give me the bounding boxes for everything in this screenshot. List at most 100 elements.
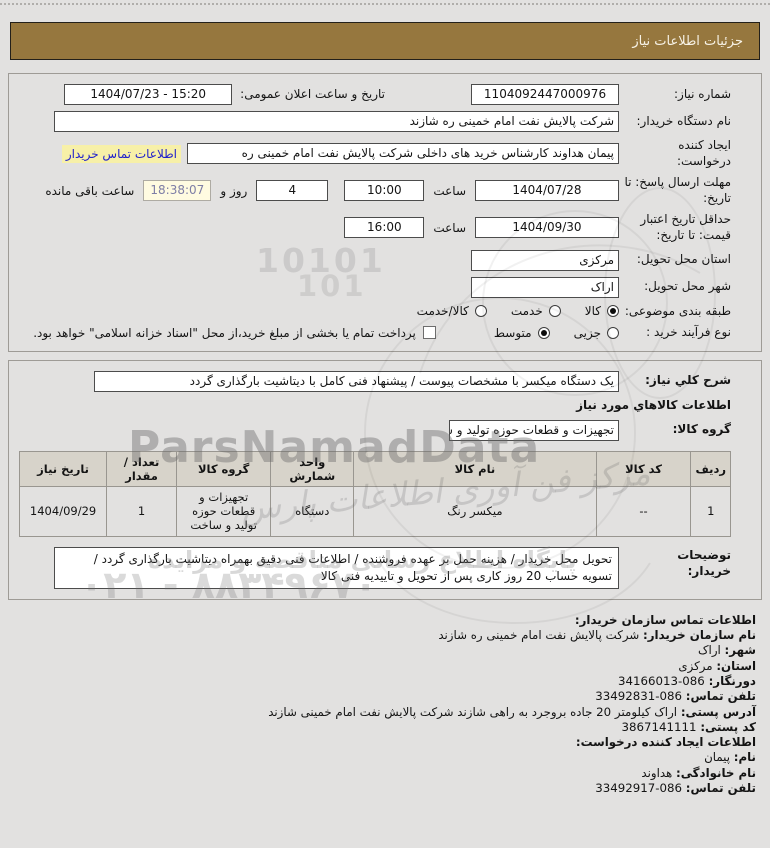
org-postal-value: 3867141111 (621, 719, 697, 734)
need-details-page: { "header": { "title": "جزئیات اطلاعات ن… (0, 3, 770, 848)
cell-unit: دستگاه (270, 485, 355, 537)
creator-lastname-value: هداوند (641, 765, 673, 780)
announcement-label: تاریخ و ساعت اعلان عمومی: (240, 86, 385, 101)
org-province-label: استان: (716, 658, 756, 673)
org-city-line: شهر: اراک (14, 643, 756, 658)
page-title: جزئیات اطلاعات نیاز (10, 22, 760, 60)
city-label: شهر محل تحویل: (644, 279, 731, 294)
deadline-label: مهلت ارسال پاسخ: تا تاریخ: (624, 175, 731, 205)
validity-date-input[interactable]: 1404/09/30 (475, 217, 619, 239)
org-province-value: مرکزی (678, 658, 713, 673)
classification-option-goods-service[interactable]: کالا/خدمت (417, 304, 487, 318)
need-number-row: شماره نیاز: 1104092447000976 تاریخ و ساع… (19, 84, 731, 105)
days-and-label: روز و (220, 183, 248, 198)
col-unit: واحد شمارش (270, 450, 355, 487)
top-dotted-divider (0, 3, 770, 5)
org-name-value: شرکت پالایش نفت امام خمینی ره شازند (438, 628, 640, 643)
org-name-label: نام سازمان خریدار: (643, 628, 756, 643)
creator-phone-value: 33492917-086 (595, 781, 683, 796)
price-validity-row: حداقل تاریخ اعتبار قیمت: تا تاریخ: 1404/… (19, 212, 731, 243)
need-description-label: شرح کلي نیاز: (645, 373, 731, 388)
col-quantity: تعداد / مقدار (106, 450, 177, 487)
creator-lastname-label: نام خانوادگی: (676, 765, 756, 780)
org-city-label: شهر: (724, 643, 756, 658)
radio-goods-label: کالا (584, 304, 601, 319)
deadline-time-input[interactable]: 10:00 (344, 180, 425, 202)
classification-option-service[interactable]: خدمت (511, 304, 561, 318)
cell-quantity: 1 (106, 485, 177, 537)
goods-table: ردیف کد کالا نام کالا واحد شمارش گروه کا… (18, 450, 731, 537)
creator-phone-line: تلفن تماس: 33492917-086 (14, 781, 756, 796)
classification-option-goods[interactable]: کالا (585, 304, 619, 318)
radio-medium-icon[interactable] (537, 326, 550, 339)
buyer-notes-row: توضیحات خریدار: تحویل محل خریدار / هزینه… (19, 546, 731, 589)
deadline-row: مهلت ارسال پاسخ: تا تاریخ: 1404/07/28 سا… (19, 175, 731, 206)
radio-service-icon[interactable] (548, 305, 561, 318)
radio-medium-label: متوسط (493, 325, 532, 340)
need-summary-panel: شماره نیاز: 1104092447000976 تاریخ و ساع… (8, 73, 762, 352)
creator-input[interactable]: پیمان هداوند کارشناس خرید های داخلی شرکت… (187, 143, 619, 165)
province-label: استان محل تحویل: (636, 252, 731, 267)
radio-minor-label: جزیی (573, 325, 601, 340)
radio-minor-icon[interactable] (607, 326, 619, 339)
cell-group: تجهیزات و قطعات حوزه تولید و ساخت (175, 485, 272, 537)
city-input[interactable]: اراک (471, 276, 619, 298)
org-address-label: آدرس پستی: (680, 704, 756, 719)
radio-goods-service-icon[interactable] (474, 305, 487, 318)
radio-service-label: خدمت (510, 304, 543, 319)
cell-item-code: -- (595, 485, 692, 537)
col-need-date: تاریخ نیاز (18, 450, 108, 487)
remaining-days-box: 4 (256, 180, 329, 202)
creator-firstname-line: نام: پیمان (14, 750, 756, 765)
goods-group-input[interactable]: تجهیزات و قطعات حوزه تولید و ساخت (449, 419, 619, 441)
col-group: گروه کالا (175, 450, 272, 487)
treasury-checkbox[interactable] (422, 326, 436, 340)
treasury-checkbox-label: پرداخت تمام یا بخشی از مبلغ خرید،از محل … (33, 325, 416, 340)
process-option-medium[interactable]: متوسط (494, 326, 550, 340)
creator-firstname-value: پیمان (704, 750, 731, 765)
org-postal-label: کد پستی: (700, 719, 756, 734)
org-phone-line: تلفن تماس: 33492831-086 (14, 689, 756, 704)
goods-table-header-row: ردیف کد کالا نام کالا واحد شمارش گروه کا… (18, 450, 731, 487)
validity-label: حداقل تاریخ اعتبار قیمت: تا تاریخ: (640, 212, 731, 242)
validity-time-input[interactable]: 16:00 (344, 217, 425, 239)
org-contact-title: اطلاعات تماس سازمان خریدار: (574, 612, 756, 627)
announcement-input[interactable]: 1404/07/23 - 15:20 (64, 84, 233, 105)
org-city-value: اراک (697, 643, 721, 658)
process-type-label: نوع فرآیند خرید : (646, 325, 731, 340)
province-input[interactable]: مرکزی (471, 249, 619, 271)
col-row-number: ردیف (690, 450, 731, 487)
need-number-input[interactable]: 1104092447000976 (471, 84, 619, 105)
buyer-contact-link[interactable]: اطلاعات تماس خریدار (61, 144, 181, 163)
buyer-notes-input[interactable]: تحویل محل خریدار / هزینه حمل بر عهده فرو… (54, 546, 619, 589)
creator-phone-label: تلفن تماس: (685, 781, 756, 796)
need-description-input[interactable]: یک دستگاه میکسر با مشخصات پیوست / پیشنها… (94, 370, 619, 392)
cell-item-name: میکسر رنگ (353, 485, 597, 537)
goods-group-row: گروه کالا: تجهیزات و قطعات حوزه تولید و … (19, 419, 731, 441)
goods-info-title: اطلاعات کالاهاي مورد نیاز (576, 397, 731, 412)
buyer-org-row: نام دستگاه خریدار: شرکت پالایش نفت امام … (19, 111, 731, 132)
process-type-row: نوع فرآیند خرید : جزیی متوسط پرداخت تمام… (19, 325, 731, 341)
process-option-minor[interactable]: جزیی (574, 326, 619, 340)
goods-table-row: 1 -- میکسر رنگ دستگاه تجهیزات و قطعات حو… (18, 485, 731, 537)
city-row: شهر محل تحویل: اراک (19, 276, 731, 298)
deadline-hour-label: ساعت (433, 183, 466, 198)
classification-row: طبقه بندی موضوعی: کالا خدمت کالا/خدمت (19, 304, 731, 320)
org-fax-label: دورنگار: (708, 673, 756, 688)
col-item-name: نام کالا (353, 450, 597, 487)
buyer-notes-label: توضیحات خریدار: (677, 547, 731, 578)
org-fax-value: 34166013-086 (618, 673, 705, 688)
org-address-value: اراک کیلومتر 20 جاده بروجرد به راهی شازن… (268, 704, 678, 719)
creator-firstname-label: نام: (733, 750, 756, 765)
buyer-org-input[interactable]: شرکت پالایش نفت امام خمینی ره شازند (54, 111, 619, 132)
treasury-payment-option[interactable]: پرداخت تمام یا بخشی از مبلغ خرید،از محل … (33, 326, 436, 340)
radio-goods-service-label: کالا/خدمت (416, 304, 469, 319)
cell-row-number: 1 (690, 485, 731, 537)
org-name-line: نام سازمان خریدار: شرکت پالایش نفت امام … (14, 628, 756, 643)
creator-lastname-line: نام خانوادگی: هداوند (14, 766, 756, 781)
countdown-timer: 18:38:07 (143, 180, 212, 202)
cell-need-date: 1404/09/29 (18, 485, 108, 537)
deadline-date-input[interactable]: 1404/07/28 (475, 180, 619, 202)
org-postal-line: کد پستی: 3867141111 (14, 719, 757, 735)
radio-goods-icon[interactable] (607, 305, 619, 318)
